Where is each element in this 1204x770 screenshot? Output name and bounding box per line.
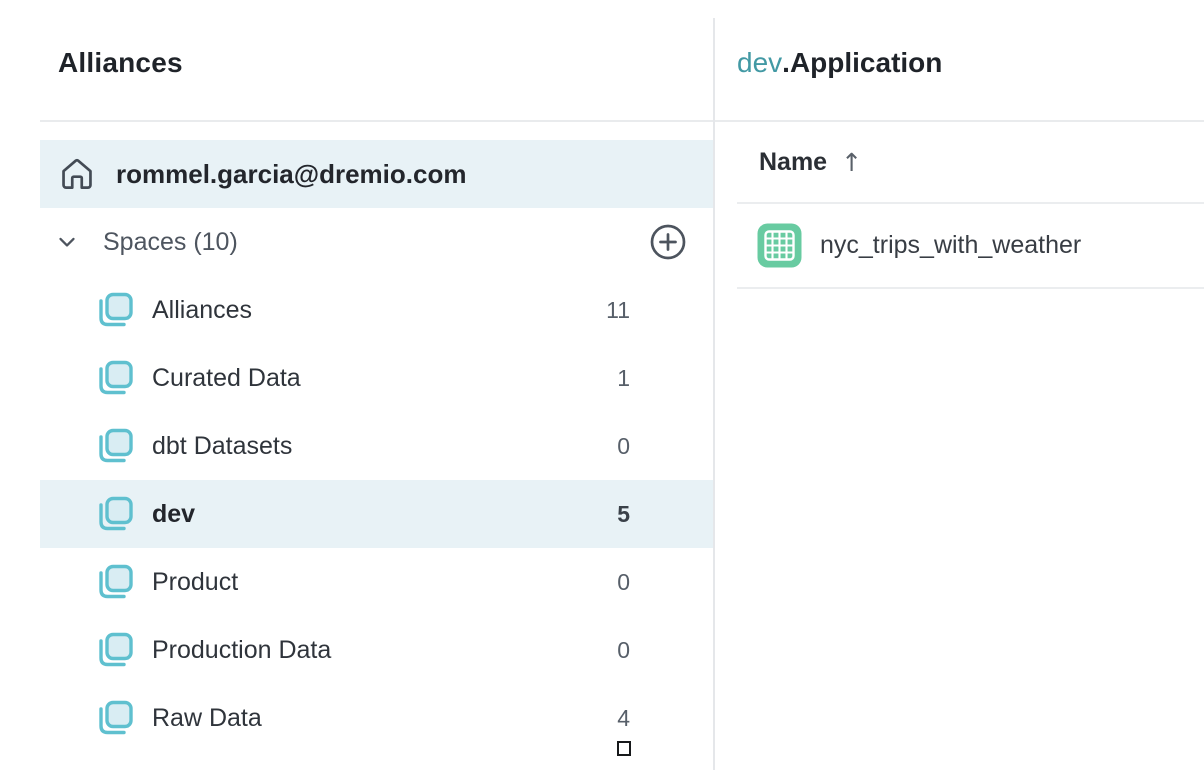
spaces-section-label: Spaces (10) (103, 227, 238, 256)
space-label: Curated Data (152, 363, 301, 392)
space-count: 1 (617, 364, 630, 391)
sidebar-section-spaces[interactable]: Spaces (10) (40, 208, 714, 276)
sidebar-item-home[interactable]: rommel.garcia@dremio.com (40, 140, 714, 208)
user-email-label: rommel.garcia@dremio.com (116, 158, 467, 189)
content-title-divider (715, 120, 1204, 122)
space-label: Production Data (152, 635, 332, 664)
sidebar-item-space[interactable]: Production Data 0 (40, 616, 714, 684)
dataset-name: nyc_trips_with_weather (820, 230, 1082, 259)
space-icon (93, 492, 137, 536)
space-icon (93, 696, 137, 740)
stray-square-glyph (617, 741, 631, 756)
space-icon (93, 560, 137, 604)
sidebar-item-space[interactable]: Alliances 11 (40, 276, 714, 344)
sidebar-item-space[interactable]: dbt Datasets 0 (40, 412, 714, 480)
space-count: 4 (617, 704, 630, 731)
add-space-button[interactable] (648, 222, 688, 262)
space-label: Raw Data (152, 703, 262, 732)
sidebar-item-space[interactable]: Raw Data 4 (40, 684, 714, 752)
space-icon (93, 424, 137, 468)
table-header-name-column[interactable]: Name ↑ (759, 122, 1204, 202)
space-count: 0 (617, 568, 630, 595)
space-label: dev (152, 499, 196, 528)
panel-divider (713, 18, 715, 770)
breadcrumb-space-link[interactable]: dev (737, 47, 783, 78)
space-icon (93, 628, 137, 672)
space-label: Alliances (152, 295, 253, 324)
dataset-table-icon (757, 223, 802, 268)
home-icon (58, 155, 96, 193)
sidebar: Alliances rommel.garcia@dremio.com Space… (40, 47, 714, 756)
space-label: dbt Datasets (152, 431, 293, 460)
breadcrumb-dataset-name: Application (789, 47, 943, 78)
content-panel: dev.Application Name ↑ nyc_trips_with_we… (715, 0, 1204, 770)
space-icon (93, 288, 137, 332)
space-count: 0 (617, 636, 630, 663)
breadcrumb: dev.Application (737, 47, 942, 79)
chevron-down-icon[interactable] (54, 229, 80, 255)
space-count: 5 (617, 500, 630, 527)
name-column-label: Name (759, 147, 828, 176)
space-count: 11 (606, 296, 630, 323)
table-row-divider (737, 287, 1204, 289)
sidebar-title-divider (40, 120, 713, 122)
sidebar-item-space-selected[interactable]: dev 5 (40, 480, 714, 548)
space-count: 0 (617, 432, 630, 459)
sidebar-title: Alliances (58, 47, 183, 78)
space-icon (93, 356, 137, 400)
sort-ascending-icon: ↑ (841, 147, 863, 177)
sidebar-item-space[interactable]: Curated Data 1 (40, 344, 714, 412)
space-label: Product (152, 567, 239, 596)
breadcrumb-separator: . (782, 47, 790, 78)
plus-circle-icon (648, 222, 688, 262)
table-header-divider (737, 202, 1204, 204)
table-row[interactable]: nyc_trips_with_weather (757, 203, 1204, 287)
sidebar-item-space[interactable]: Product 0 (40, 548, 714, 616)
